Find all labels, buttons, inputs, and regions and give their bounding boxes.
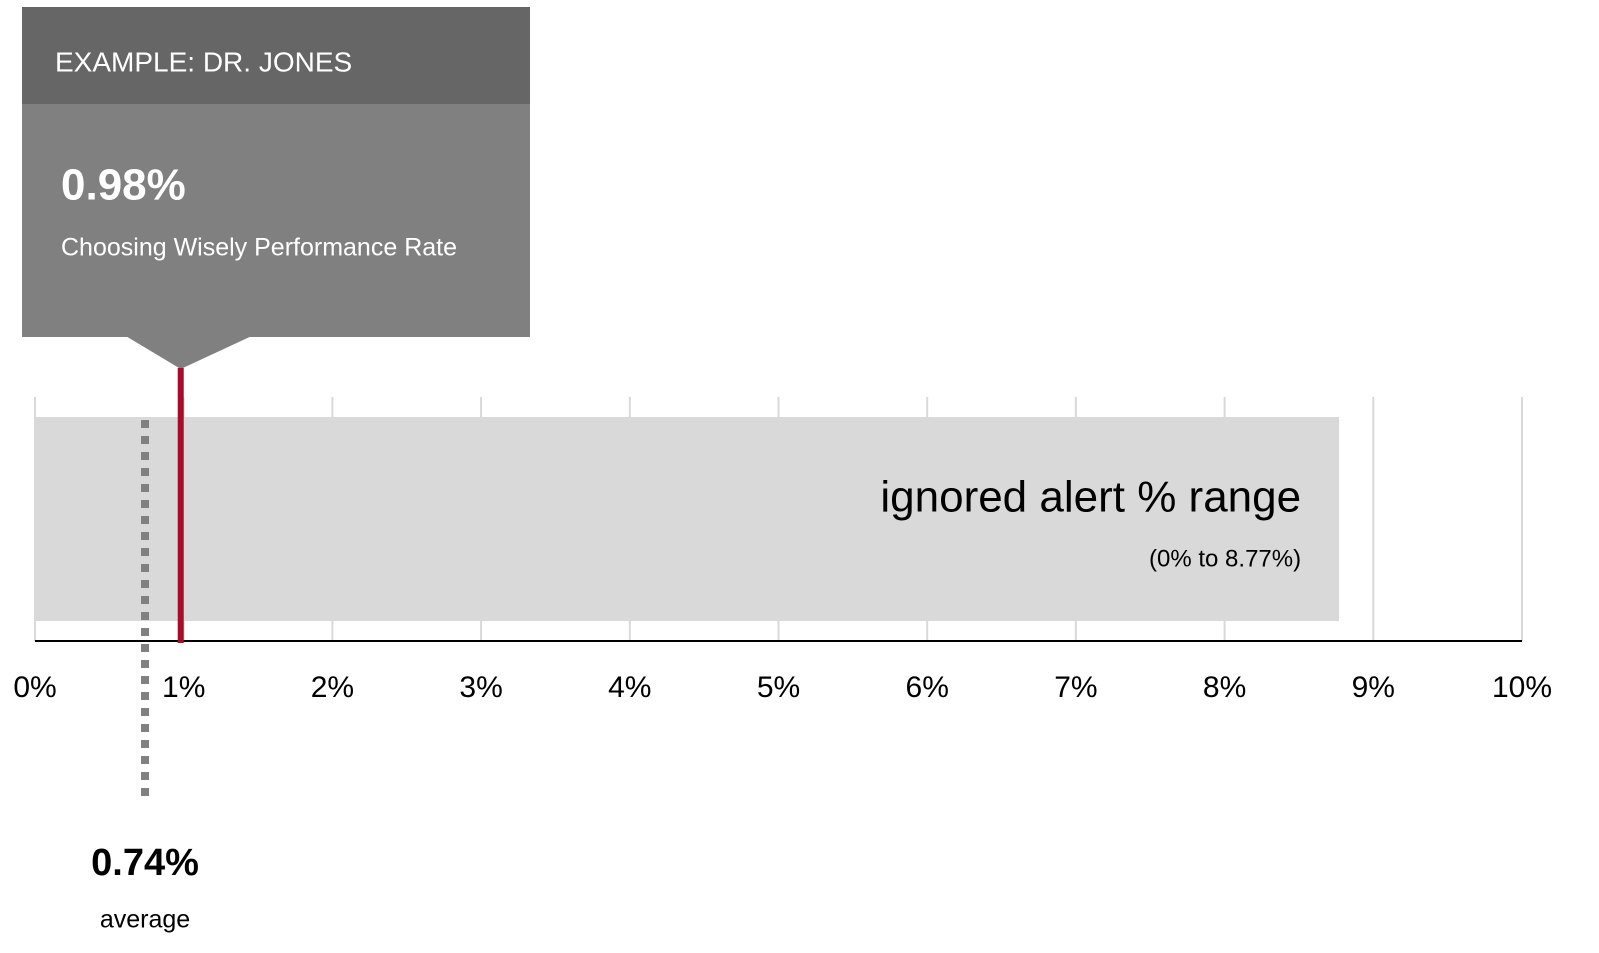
x-tick-label: 2%	[311, 671, 354, 704]
x-tick-label: 0%	[13, 671, 56, 704]
x-tick-label: 9%	[1352, 671, 1395, 704]
marker-label: Choosing Wisely Performance Rate	[61, 234, 457, 262]
tooltip-title: EXAMPLE: DR. JONES	[55, 46, 352, 77]
range-note: (0% to 8.77%)	[1149, 545, 1301, 572]
tooltip-pointer	[125, 336, 252, 369]
x-tick-label: 10%	[1492, 671, 1552, 704]
range-label: ignored alert % range	[880, 473, 1301, 522]
x-tick-label: 1%	[162, 671, 205, 704]
range-bar	[35, 417, 1340, 621]
x-tick-label: 6%	[906, 671, 949, 704]
x-tick-label: 8%	[1203, 671, 1246, 704]
x-tick-label: 7%	[1054, 671, 1097, 704]
x-tick-label: 5%	[757, 671, 800, 704]
tooltip-header	[22, 7, 530, 104]
average-label: average	[100, 906, 190, 934]
average-value-label: 0.74%	[91, 842, 199, 884]
tooltip-body	[22, 104, 530, 337]
marker-value-label: 0.98%	[61, 161, 186, 210]
x-tick-label: 3%	[459, 671, 502, 704]
x-tick-label: 4%	[608, 671, 651, 704]
